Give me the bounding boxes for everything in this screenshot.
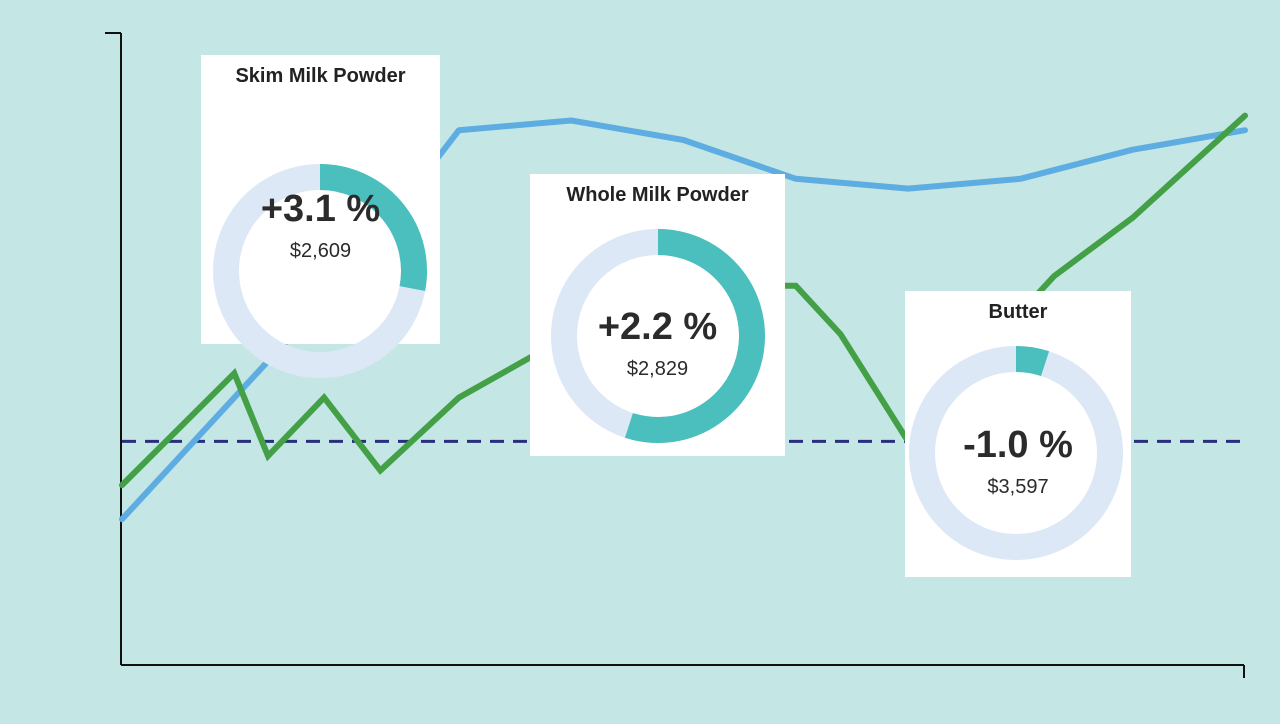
price-value: $3,597 [987,476,1049,498]
card-title: Whole Milk Powder [566,184,749,206]
change-percent: +2.2 % [597,306,718,348]
price-value: $2,829 [626,358,689,380]
card-title: Skim Milk Powder [235,65,406,87]
change-percent: +3.1 % [260,188,381,230]
donut-gauge [909,346,1123,560]
card-butter: Butter -1.0 % $3,597 [905,291,1131,577]
axes [105,32,1245,678]
card-skim-milk-powder: Skim Milk Powder +3.1 % $2,609 [201,55,440,378]
donut-gauge [551,229,765,443]
donut-fill [624,229,765,443]
change-percent: -1.0 % [963,424,1073,466]
card-whole-milk-powder: Whole Milk Powder +2.2 % $2,829 [530,174,785,456]
price-value: $2,609 [289,240,352,262]
card-title: Butter [988,301,1048,323]
donut-fill [1015,346,1050,377]
donut-fill [319,164,427,292]
donut-gauge [213,164,427,378]
